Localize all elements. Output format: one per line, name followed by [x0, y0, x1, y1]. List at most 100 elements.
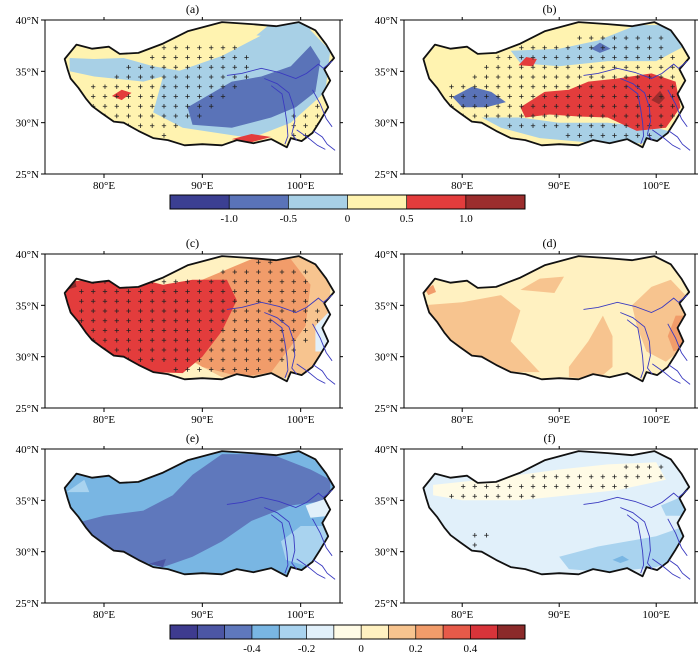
hatch-mark [197, 104, 202, 109]
hatch-mark [542, 84, 547, 89]
hatch-mark [256, 269, 261, 275]
hatch-mark [173, 308, 178, 314]
hatch-mark [542, 45, 547, 50]
hatch-mark [185, 357, 190, 362]
hatch-mark [149, 113, 155, 119]
hatch-mark [126, 338, 131, 343]
hatch-mark [232, 367, 237, 372]
river-line [583, 60, 688, 79]
hatch-mark [208, 318, 214, 323]
hatch-mark [138, 347, 143, 353]
hatch-mark [197, 289, 202, 294]
hatch-mark [291, 347, 296, 353]
contour-region [256, 23, 311, 41]
hatch-mark [612, 484, 617, 489]
hatch-mark [279, 289, 285, 294]
hatch-mark [589, 84, 594, 89]
hatch-mark [173, 367, 178, 372]
hatch-mark [161, 104, 167, 109]
hatch-mark [542, 474, 547, 479]
colorbar-swatch [361, 625, 389, 639]
hatch-mark [519, 484, 524, 489]
hatch-mark [303, 279, 308, 284]
hatch-mark [495, 84, 501, 89]
x-tick-label: 100°E [287, 609, 315, 621]
hatch-mark [173, 65, 178, 70]
panel-label: (a) [186, 2, 199, 16]
hatch-mark [173, 357, 178, 362]
hatch-mark [635, 35, 640, 41]
river-line [226, 294, 333, 313]
hatch-mark [279, 357, 285, 362]
hatch-mark [658, 84, 664, 89]
hatch-mark [658, 464, 664, 470]
hatch-mark [303, 113, 308, 119]
hatch-mark [647, 84, 652, 89]
colorbar-swatch [170, 625, 198, 639]
hatch-mark [303, 269, 308, 275]
hatch-mark [530, 474, 536, 479]
hatch-mark [220, 338, 226, 343]
river-line [313, 364, 336, 385]
hatch-mark [208, 299, 214, 304]
hatch-mark [449, 494, 454, 499]
hatch-mark [232, 308, 237, 314]
hatch-mark [220, 289, 226, 294]
hatch-mark [315, 113, 320, 119]
hatch-mark [126, 74, 131, 80]
y-tick-label: 35°N [16, 300, 39, 312]
hatch-mark [554, 65, 559, 70]
hatch-mark [472, 533, 478, 538]
hatch-mark [658, 113, 664, 119]
y-tick-label: 30°N [375, 118, 398, 130]
contour-region [187, 45, 321, 128]
hatch-mark [600, 123, 606, 128]
hatch-mark [554, 94, 559, 99]
hatch-mark [185, 104, 190, 109]
river-line [668, 364, 691, 385]
hatch-mark [600, 104, 606, 109]
hatch-mark [612, 94, 617, 99]
hatch-mark [577, 74, 582, 80]
hatch-mark [197, 308, 202, 314]
river-line [264, 507, 298, 570]
hatch-mark [208, 347, 214, 353]
hatch-mark [600, 474, 606, 479]
hatch-mark [495, 55, 501, 60]
hatch-mark [161, 55, 167, 60]
hatch-mark [114, 308, 119, 314]
hatch-mark [449, 94, 454, 99]
river-line [620, 507, 653, 570]
hatch-mark [173, 279, 178, 284]
hatch-mark [232, 65, 237, 70]
river-line [652, 558, 681, 579]
significance-hatching [449, 464, 664, 548]
colorbar-swatch [415, 625, 444, 639]
hatch-mark [542, 113, 547, 119]
hatch-mark [565, 484, 571, 489]
hatch-mark [484, 94, 489, 99]
hatch-mark [197, 55, 202, 60]
hatch-mark [149, 65, 155, 70]
x-tick-label: 90°E [548, 180, 570, 192]
colorbar-tick-label: 0.5 [400, 213, 414, 225]
hatch-mark [90, 84, 96, 89]
colorbar-swatch [279, 625, 307, 639]
hatch-mark [577, 104, 582, 109]
hatch-mark [530, 74, 536, 80]
hatch-mark [623, 464, 629, 470]
hatch-mark [161, 347, 167, 353]
hatch-mark [114, 328, 119, 333]
hatch-mark [303, 289, 308, 294]
hatch-mark [90, 308, 96, 314]
hatch-mark [149, 104, 155, 109]
river-line [226, 489, 333, 508]
hatch-mark [185, 338, 190, 343]
x-tick-label: 80°E [451, 414, 473, 426]
colorbar-swatch [465, 195, 526, 209]
hatch-mark [244, 289, 249, 294]
hatch-mark [126, 299, 131, 304]
river-line [620, 78, 653, 141]
hatch-mark [173, 113, 178, 119]
hatch-mark [149, 308, 155, 314]
